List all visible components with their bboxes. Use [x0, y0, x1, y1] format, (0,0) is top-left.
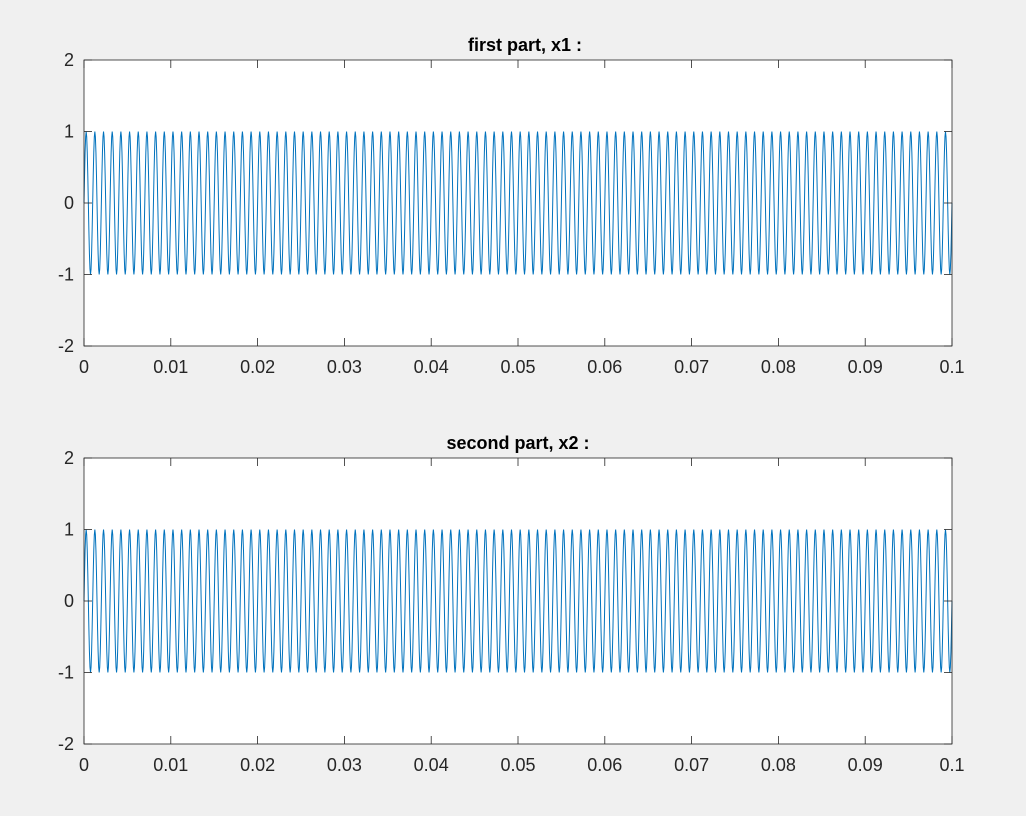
signal-line-1: [83, 529, 953, 673]
plot-title: second part, x2 :: [446, 433, 589, 453]
y-tick-label: 1: [64, 520, 74, 540]
signal-series-x1: [83, 131, 953, 275]
y-tick-label: 2: [64, 50, 74, 70]
y-tick-label: 2: [64, 448, 74, 468]
x-tick-label: 0.09: [848, 755, 883, 775]
x-tick-labels: 0 0.01 0.02 0.03 0.04 0.05 0.06 0.07 0.08 0.09 0.1: [79, 755, 965, 775]
subplot-second-part: second part, x2 : 0 0.01 0.02 0.03 0.04 0.05 0…: [58, 433, 965, 775]
x-tick-label: 0.04: [414, 755, 449, 775]
plot-title: first part, x1 :: [468, 35, 582, 55]
y-tick-label: -1: [58, 265, 74, 285]
y-tick-label: -2: [58, 336, 74, 356]
x-tick-label: 0.08: [761, 357, 796, 377]
x-tick-label: 0.08: [761, 755, 796, 775]
axes-frame: [83, 59, 953, 347]
x-tick-label: 0.07: [674, 755, 709, 775]
x-tick-label: 0.02: [240, 755, 275, 775]
y-tick-label: 0: [64, 591, 74, 611]
y-tick-label: 1: [64, 122, 74, 142]
x-tick-label: 0: [79, 357, 89, 377]
x-tick-label: 0.09: [848, 357, 883, 377]
x-tick-label: 0.1: [939, 755, 964, 775]
y-tick-labels: 2 1 0 -1 -2: [58, 50, 74, 356]
y-tick-labels: 2 1 0 -1 -2: [58, 448, 74, 754]
x-tick-label: 0: [79, 755, 89, 775]
x-tick-label: 0.07: [674, 357, 709, 377]
x-tick-label: 0.01: [153, 357, 188, 377]
y-tick-label: -2: [58, 734, 74, 754]
x-tick-label: 0.04: [414, 357, 449, 377]
signal-series-x2: [83, 529, 953, 673]
y-tick-label: 0: [64, 193, 74, 213]
x-tick-label: 0.03: [327, 357, 362, 377]
x-tick-label: 0.06: [587, 357, 622, 377]
x-tick-label: 0.05: [500, 755, 535, 775]
subplot-first-part: first part, x1 : 0 0.01 0.02 0.03 0.04 0.05 0.…: [58, 35, 965, 377]
y-tick-label: -1: [58, 663, 74, 683]
axes-frame: [83, 457, 953, 745]
x-tick-label: 0.1: [939, 357, 964, 377]
x-tick-label: 0.03: [327, 755, 362, 775]
x-tick-labels: 0 0.01 0.02 0.03 0.04 0.05 0.06 0.07 0.08 0.09 0.1: [79, 357, 965, 377]
x-tick-label: 0.01: [153, 755, 188, 775]
signal-line-1: [83, 131, 953, 275]
x-tick-label: 0.05: [500, 357, 535, 377]
x-tick-label: 0.06: [587, 755, 622, 775]
x-tick-label: 0.02: [240, 357, 275, 377]
